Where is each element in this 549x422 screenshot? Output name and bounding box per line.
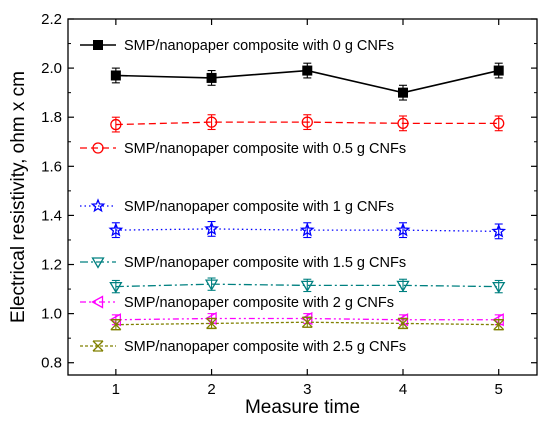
data-point (91, 295, 104, 309)
data-point (206, 72, 217, 83)
y-tick-label: 1.8 (41, 109, 62, 126)
legend-label: SMP/nanopaper composite with 2 g CNFs (124, 295, 394, 311)
legend-label: SMP/nanopaper composite with 1 g CNFs (124, 199, 394, 215)
legend-entry-4: SMP/nanopaper composite with 2 g CNFs (80, 295, 394, 311)
data-point (493, 117, 505, 129)
y-tick-label: 1.4 (41, 207, 62, 224)
data-point (108, 222, 124, 237)
legend-entry-1: SMP/nanopaper composite with 0.5 g CNFs (80, 141, 406, 157)
x-tick-label: 3 (303, 381, 311, 398)
legend-entry-3: SMP/nanopaper composite with 1.5 g CNFs (80, 255, 406, 271)
data-point (302, 65, 313, 76)
series-2 (108, 221, 507, 240)
data-point (301, 316, 313, 328)
series-layer (108, 62, 507, 331)
x-tick-label: 2 (207, 381, 215, 398)
legend: SMP/nanopaper composite with 0 g CNFs SMP… (80, 38, 406, 355)
legend-entry-0: SMP/nanopaper composite with 0 g CNFs (80, 38, 394, 54)
x-tick-label: 1 (112, 381, 120, 398)
y-tick-label: 2.0 (41, 60, 62, 77)
data-point (91, 257, 105, 269)
data-point (110, 118, 122, 131)
data-point-glyph (397, 317, 409, 330)
data-point (493, 319, 505, 331)
data-point (110, 319, 122, 331)
data-point-glyph (493, 319, 505, 331)
data-point (300, 280, 314, 293)
data-point (492, 281, 506, 294)
legend-label: SMP/nanopaper composite with 0 g CNFs (124, 38, 394, 54)
legend-label: SMP/nanopaper composite with 0.5 g CNFs (124, 141, 406, 157)
x-tick-label: 5 (495, 381, 503, 398)
data-point-glyph (110, 319, 122, 331)
data-point (92, 142, 104, 154)
data-point (109, 281, 123, 294)
data-point (397, 317, 409, 330)
data-point (299, 222, 315, 237)
y-tick-label: 1.0 (41, 306, 62, 323)
data-point (110, 70, 121, 81)
legend-entry-5: SMP/nanopaper composite with 2.5 g CNFs (80, 339, 406, 355)
data-point (205, 116, 218, 128)
legend-label: SMP/nanopaper composite with 1.5 g CNFs (124, 255, 406, 271)
data-point (206, 317, 218, 330)
data-point (301, 116, 313, 128)
series-line (115, 228, 499, 233)
data-point (92, 340, 104, 352)
data-point (93, 40, 103, 50)
plot-border (67, 18, 538, 376)
series-3 (109, 277, 506, 294)
data-point-glyph (92, 340, 104, 352)
data-point (493, 65, 504, 76)
plot-frame (67, 18, 538, 376)
y-tick-label: 1.6 (41, 158, 62, 175)
data-point (204, 279, 219, 291)
data-point (396, 280, 410, 293)
x-tick-label: 4 (399, 381, 407, 398)
data-point (90, 198, 106, 213)
legend-label: SMP/nanopaper composite with 2.5 g CNFs (124, 339, 406, 355)
series-1 (110, 114, 505, 133)
y-axis-title: Electrical resistivity, ohm x cm (8, 71, 29, 323)
series-0 (110, 62, 504, 101)
data-point (397, 117, 409, 129)
x-axis-title: Measure time (245, 397, 360, 418)
data-point (491, 223, 507, 238)
data-point (398, 87, 408, 98)
series-5 (110, 316, 505, 331)
y-tick-label: 0.8 (41, 355, 62, 372)
data-point-glyph (301, 316, 313, 328)
data-point (395, 222, 411, 237)
y-tick-label: 1.2 (41, 257, 62, 274)
data-point (204, 221, 219, 236)
legend-entry-2: SMP/nanopaper composite with 1 g CNFs (80, 198, 394, 215)
axis-ticks: 1 2 3 4 5 0.8 1.0 1.2 1.4 1.6 1.8 2.0 2.2 (41, 11, 537, 398)
data-point-glyph (206, 317, 218, 330)
y-tick-label: 2.2 (41, 11, 62, 28)
